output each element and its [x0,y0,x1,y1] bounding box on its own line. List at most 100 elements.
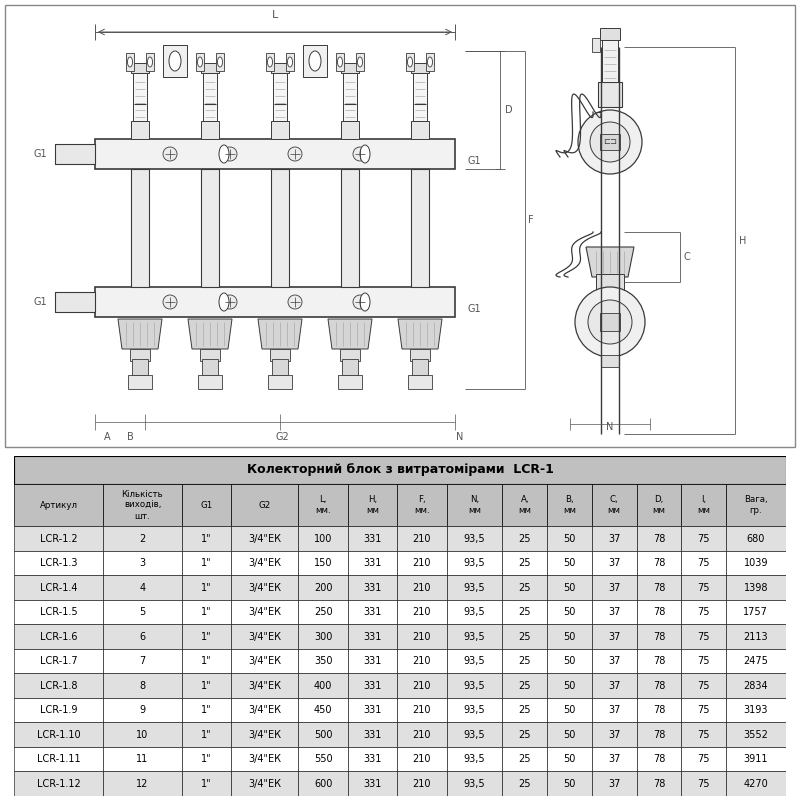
Bar [348,674,398,698]
Bar [231,600,298,625]
Bar [446,771,502,796]
Text: 78: 78 [653,582,665,593]
Bar [547,698,592,722]
Bar [14,698,103,722]
Bar [547,722,592,747]
Bar [682,484,726,526]
Bar [398,600,446,625]
Bar [592,484,637,526]
Bar [426,53,434,71]
Text: 37: 37 [608,534,621,544]
Bar [201,121,219,139]
Bar [348,698,398,722]
Bar [103,551,182,575]
Bar [14,600,103,625]
Bar [103,600,182,625]
Bar [266,53,274,71]
Text: 1": 1" [202,754,212,764]
Circle shape [588,300,632,344]
Text: 2: 2 [139,534,146,544]
Text: 331: 331 [363,558,382,568]
Text: 93,5: 93,5 [464,730,486,740]
Ellipse shape [360,293,370,311]
Text: 7: 7 [139,656,146,666]
Text: 210: 210 [413,558,431,568]
Bar [103,526,182,551]
Text: 1": 1" [202,632,212,642]
Text: 1398: 1398 [743,582,768,593]
Bar [600,28,620,40]
Bar [231,747,298,771]
Bar [682,625,726,649]
Text: 78: 78 [653,754,665,764]
Bar [103,625,182,649]
Text: 25: 25 [518,656,531,666]
Text: 37: 37 [608,607,621,617]
Text: N,
мм: N, мм [468,495,481,515]
Text: 4: 4 [139,582,146,593]
Bar [298,526,348,551]
Text: 1039: 1039 [743,558,768,568]
Bar [298,747,348,771]
Text: 331: 331 [363,754,382,764]
Text: 250: 250 [314,607,333,617]
Bar [201,169,219,287]
Text: 78: 78 [653,558,665,568]
Ellipse shape [219,145,229,163]
Text: 50: 50 [563,656,576,666]
Ellipse shape [427,57,433,67]
Ellipse shape [267,57,273,67]
Ellipse shape [127,57,133,67]
Text: 331: 331 [363,534,382,544]
Bar [637,674,682,698]
Bar [682,674,726,698]
Bar [446,600,502,625]
Bar [602,40,618,82]
Text: LCR-1.6: LCR-1.6 [40,632,78,642]
Text: 37: 37 [608,706,621,715]
Text: 1757: 1757 [743,607,768,617]
Text: 25: 25 [518,754,531,764]
Bar [592,771,637,796]
Bar [55,144,95,164]
Bar [411,121,429,139]
Circle shape [575,287,645,357]
Bar [348,771,398,796]
Text: 25: 25 [518,778,531,789]
Bar [446,649,502,674]
Text: 75: 75 [698,607,710,617]
Ellipse shape [407,57,413,67]
Bar [130,349,150,361]
Bar [411,63,429,73]
Bar [596,274,624,292]
Bar [131,63,149,73]
Text: G2: G2 [259,501,271,510]
Bar [726,575,786,600]
Text: 210: 210 [413,754,431,764]
Bar [200,349,220,361]
Text: 75: 75 [698,656,710,666]
Bar [14,674,103,698]
Text: 3/4"ЕК: 3/4"ЕК [249,656,282,666]
Bar [270,349,290,361]
Bar [14,484,103,526]
Bar [203,73,217,121]
Text: 1": 1" [202,681,212,690]
Bar [446,747,502,771]
Bar [637,551,682,575]
Text: 37: 37 [608,558,621,568]
Text: 1": 1" [202,730,212,740]
Text: 331: 331 [363,730,382,740]
Text: 1": 1" [202,656,212,666]
Text: 331: 331 [363,632,382,642]
Text: 75: 75 [698,582,710,593]
Text: 300: 300 [314,632,332,642]
Text: 50: 50 [563,632,576,642]
Text: 93,5: 93,5 [464,558,486,568]
Text: 50: 50 [563,534,576,544]
Text: F,
мм.: F, мм. [414,495,430,515]
Text: 50: 50 [563,754,576,764]
Bar [182,551,231,575]
Bar [132,359,148,375]
Bar [298,484,348,526]
